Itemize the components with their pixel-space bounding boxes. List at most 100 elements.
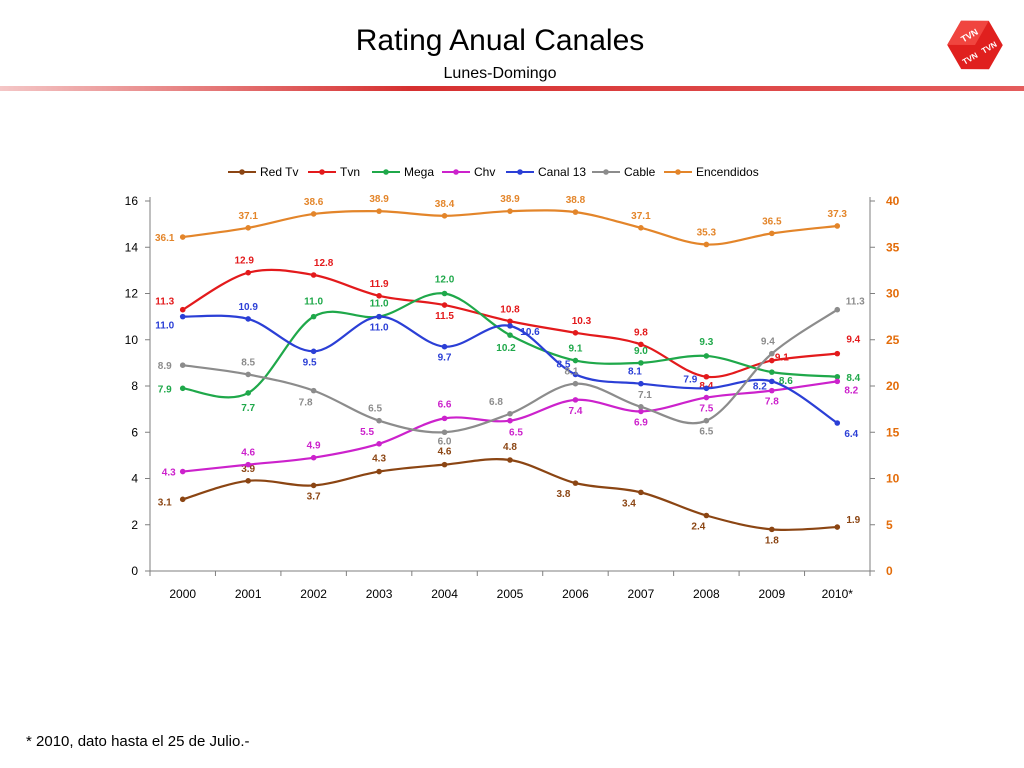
data-point xyxy=(703,385,710,392)
data-label: 8.6 xyxy=(779,376,793,387)
data-label: 4.3 xyxy=(162,468,176,479)
y-left-tick-label: 10 xyxy=(125,333,139,347)
x-tick-label: 2001 xyxy=(235,587,262,601)
data-point xyxy=(572,330,579,336)
data-point xyxy=(179,496,186,503)
data-point xyxy=(638,489,644,496)
data-point xyxy=(638,360,644,366)
data-point xyxy=(310,482,317,489)
y-left-tick-label: 4 xyxy=(131,472,138,486)
data-label: 6.0 xyxy=(438,436,452,447)
x-tick-label: 2006 xyxy=(562,587,589,601)
data-label: 3.4 xyxy=(622,498,636,509)
data-point xyxy=(179,385,186,392)
data-point xyxy=(834,306,841,313)
data-point xyxy=(769,526,775,533)
legend-swatch-marker xyxy=(383,169,389,175)
data-point xyxy=(769,357,775,364)
data-point xyxy=(310,387,317,394)
data-label: 1.9 xyxy=(846,515,860,526)
data-point xyxy=(703,373,710,380)
data-point xyxy=(441,213,448,219)
data-point xyxy=(834,373,841,380)
data-label: 3.9 xyxy=(241,464,255,475)
data-point xyxy=(703,394,710,401)
data-label: 9.4 xyxy=(761,337,775,348)
series-line-encendidos xyxy=(182,209,838,246)
data-point xyxy=(834,420,841,426)
legend-swatch-marker xyxy=(453,169,459,175)
data-point xyxy=(572,380,579,387)
data-label: 9.5 xyxy=(303,357,317,368)
data-point xyxy=(245,316,251,322)
y-right-tick-label: 30 xyxy=(886,287,900,301)
data-label: 7.8 xyxy=(299,398,313,409)
data-label: 37.1 xyxy=(238,211,258,222)
data-point xyxy=(769,378,775,385)
data-label: 7.7 xyxy=(241,403,255,414)
data-point xyxy=(834,524,841,530)
data-point xyxy=(441,302,448,308)
data-label: 3.8 xyxy=(557,489,571,500)
data-label: 6.9 xyxy=(634,417,648,428)
y-left-tick-label: 8 xyxy=(131,379,138,393)
series-line-canal-13 xyxy=(182,314,838,424)
legend-label: Canal 13 xyxy=(538,165,586,179)
data-label: 37.3 xyxy=(828,209,848,220)
data-point xyxy=(376,293,382,299)
data-label: 3.1 xyxy=(158,497,172,508)
data-point xyxy=(703,512,710,519)
y-right-tick-label: 10 xyxy=(886,472,900,486)
data-point xyxy=(310,211,317,217)
x-tick-label: 2002 xyxy=(300,587,327,601)
data-label: 38.6 xyxy=(304,197,324,208)
legend-swatch-marker xyxy=(675,169,681,175)
data-label: 10.8 xyxy=(500,304,520,315)
y-right-tick-label: 25 xyxy=(886,333,900,347)
data-label: 7.9 xyxy=(158,384,172,395)
data-point xyxy=(310,348,317,355)
data-point xyxy=(507,318,513,325)
data-label: 38.4 xyxy=(435,199,455,210)
legend-label: Red Tv xyxy=(260,165,298,179)
legend-label: Chv xyxy=(474,165,495,179)
data-label: 8.5 xyxy=(241,357,255,368)
data-point xyxy=(441,343,448,350)
data-label: 1.8 xyxy=(765,535,779,546)
data-point xyxy=(441,429,448,436)
data-point xyxy=(638,225,644,231)
data-label: 6.4 xyxy=(844,429,858,440)
data-label: 36.1 xyxy=(155,233,175,244)
y-right-tick-label: 35 xyxy=(886,240,900,254)
data-point xyxy=(507,323,513,329)
data-label: 9.4 xyxy=(846,335,860,346)
data-label: 8.5 xyxy=(557,359,571,370)
data-point xyxy=(834,378,841,385)
data-label: 4.9 xyxy=(307,441,321,452)
x-tick-label: 2010* xyxy=(822,587,854,601)
y-right-tick-label: 40 xyxy=(886,194,900,208)
data-label: 8.2 xyxy=(844,385,858,396)
data-point xyxy=(441,415,448,422)
data-label: 3.7 xyxy=(307,491,321,502)
y-right-tick-label: 0 xyxy=(886,564,893,578)
data-label: 9.3 xyxy=(699,337,713,348)
data-point xyxy=(507,410,513,417)
slide-title: Rating Anual Canales xyxy=(355,24,645,57)
data-point xyxy=(376,441,382,447)
data-label: 38.8 xyxy=(566,195,586,206)
data-label: 11.0 xyxy=(155,321,174,332)
x-tick-label: 2005 xyxy=(497,587,524,601)
data-point xyxy=(245,371,251,378)
data-point xyxy=(179,306,186,313)
data-label: 9.8 xyxy=(634,327,648,338)
data-point xyxy=(245,269,251,276)
data-point xyxy=(507,417,513,424)
data-label: 9.1 xyxy=(775,353,789,364)
data-label: 36.5 xyxy=(762,216,782,227)
x-tick-label: 2009 xyxy=(758,587,785,601)
data-label: 10.6 xyxy=(520,327,540,338)
y-left-tick-label: 0 xyxy=(131,564,138,578)
data-label: 7.5 xyxy=(699,404,713,415)
